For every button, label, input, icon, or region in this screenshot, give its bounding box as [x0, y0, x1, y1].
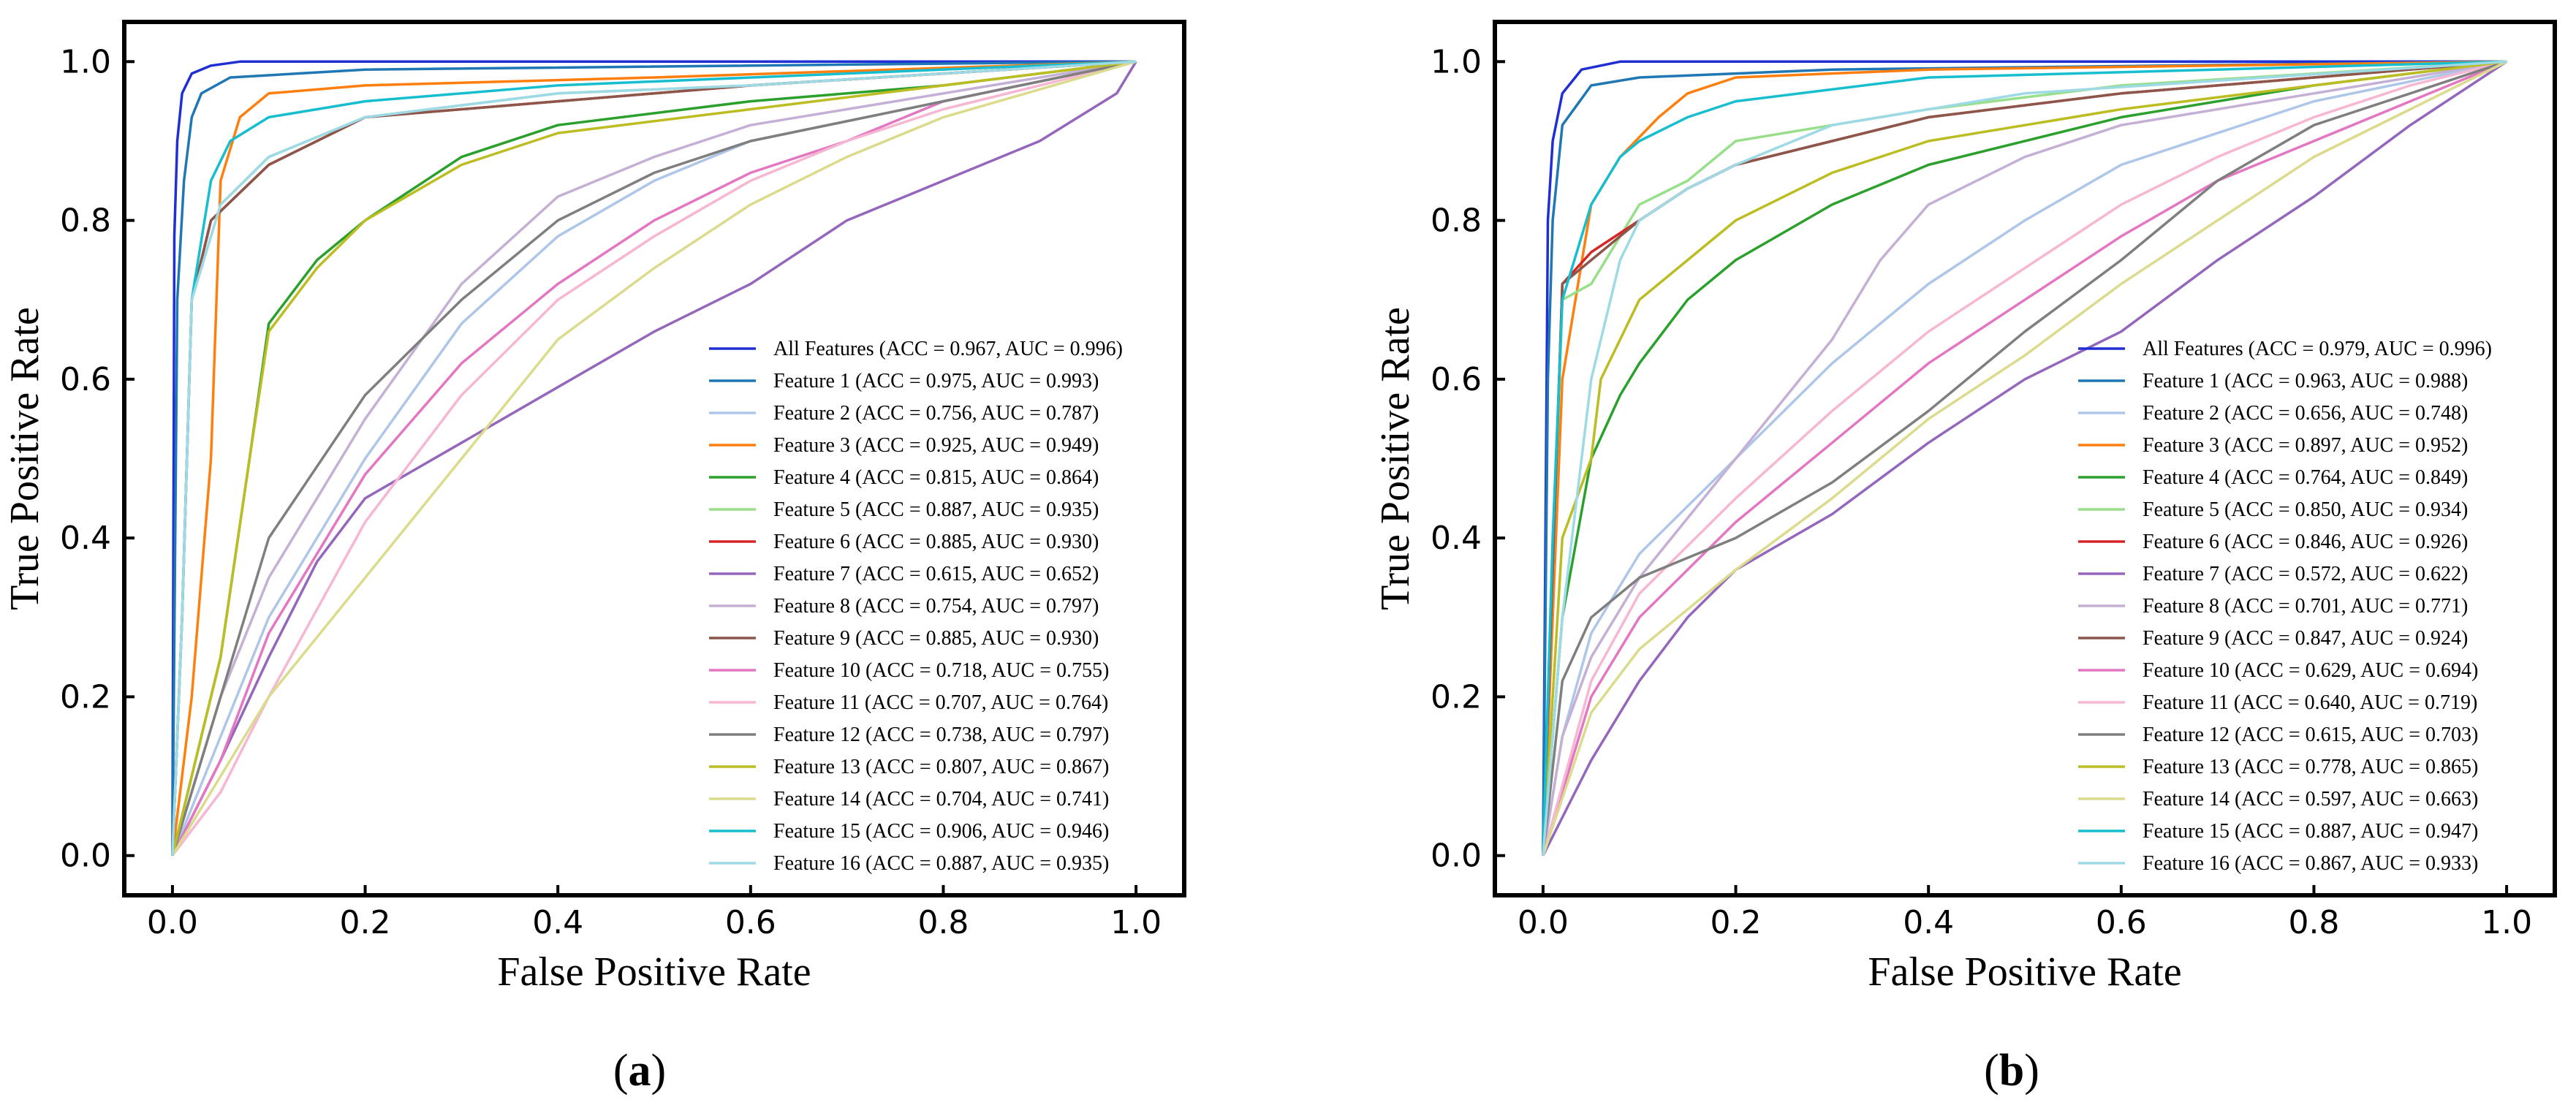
- legend-entry: Feature 5 (ACC = 0.850, AUC = 0.934): [2143, 498, 2468, 521]
- legend-entry: Feature 4 (ACC = 0.764, AUC = 0.849): [2143, 466, 2468, 489]
- legend-entry: Feature 1 (ACC = 0.963, AUC = 0.988): [2143, 370, 2468, 392]
- legend-entry: Feature 1 (ACC = 0.975, AUC = 0.993): [773, 370, 1099, 392]
- x-tick-label: 1.0: [2481, 904, 2532, 941]
- x-tick-label: 0.4: [532, 904, 583, 941]
- x-tick-label: 0.6: [725, 904, 776, 941]
- legend-entry: Feature 12 (ACC = 0.615, AUC = 0.703): [2143, 724, 2478, 746]
- legend-entry: Feature 2 (ACC = 0.656, AUC = 0.748): [2143, 402, 2468, 425]
- roc-line-feature-7: [1542, 60, 2508, 857]
- legend-entry: Feature 12 (ACC = 0.738, AUC = 0.797): [773, 724, 1109, 746]
- roc-line-feature-12: [1542, 60, 2507, 856]
- y-tick-label: 0.2: [1431, 678, 1482, 715]
- legend-entry: Feature 11 (ACC = 0.640, AUC = 0.719): [2143, 691, 2477, 714]
- legend-entry: Feature 10 (ACC = 0.629, AUC = 0.694): [2143, 659, 2478, 682]
- legend-entry: Feature 11 (ACC = 0.707, AUC = 0.764): [773, 691, 1108, 714]
- y-tick-label: 1.0: [60, 43, 111, 80]
- panel-label: (a): [613, 1046, 666, 1096]
- legend-entry: Feature 6 (ACC = 0.846, AUC = 0.926): [2143, 531, 2468, 553]
- roc-line-feature-3: [171, 60, 1137, 856]
- roc-line-feature-14: [171, 60, 1137, 857]
- y-tick-label: 0.6: [60, 361, 111, 398]
- legend-entry: Feature 8 (ACC = 0.701, AUC = 0.771): [2143, 595, 2468, 618]
- legend-entry: All Features (ACC = 0.979, AUC = 0.996): [2143, 338, 2492, 360]
- legend-entry: Feature 9 (ACC = 0.885, AUC = 0.930): [773, 627, 1099, 650]
- legend-entry: Feature 16 (ACC = 0.867, AUC = 0.933): [2143, 852, 2478, 875]
- legend-entry: Feature 8 (ACC = 0.754, AUC = 0.797): [773, 595, 1099, 618]
- y-axis-title: True Positive Rate: [2, 307, 48, 610]
- x-axis-title: False Positive Rate: [1868, 949, 2181, 995]
- roc-panel-a: 0.0 0.2 0.4 0.6 0.8 1.0 0.0 0.2 0.4 0.6 0.8 1.0 Fals…: [2, 20, 1186, 1096]
- legend-entry: Feature 16 (ACC = 0.887, AUC = 0.935): [773, 852, 1109, 875]
- roc-panel-b: 0.0 0.2 0.4 0.6 0.8 1.0 0.0 0.2 0.4 0.6 0.8 1.0 Fals…: [1373, 20, 2557, 1096]
- legend: All Features (ACC = 0.967, AUC = 0.996) F…: [709, 338, 1123, 875]
- series-lines: [1542, 60, 2508, 857]
- roc-line-feature-14: [1542, 60, 2507, 857]
- roc-line-feature-10: [1542, 60, 2507, 857]
- roc-line-feature-4: [1542, 60, 2507, 856]
- roc-line-feature-15: [1542, 60, 2507, 856]
- roc-line-feature-7: [171, 61, 1137, 857]
- roc-line-feature-16: [171, 60, 1137, 856]
- x-tick-label: 0.4: [1903, 904, 1954, 941]
- legend-entry: Feature 13 (ACC = 0.807, AUC = 0.867): [773, 756, 1109, 778]
- roc-line-all-features: [1542, 60, 2507, 856]
- y-tick-label: 1.0: [1431, 43, 1482, 80]
- legend-entry: Feature 7 (ACC = 0.572, AUC = 0.622): [2143, 563, 2468, 585]
- roc-line-feature-2: [1542, 60, 2507, 856]
- legend-entry: Feature 15 (ACC = 0.887, AUC = 0.947): [2143, 820, 2478, 843]
- x-tick-label: 0.2: [1711, 904, 1762, 941]
- plot-frame: [122, 20, 1186, 897]
- plot-frame: [1493, 20, 2557, 897]
- legend-entry: Feature 2 (ACC = 0.756, AUC = 0.787): [773, 402, 1099, 425]
- roc-line-feature-12: [171, 60, 1137, 857]
- roc-line-feature-8: [1542, 60, 2507, 856]
- y-axis-title: True Positive Rate: [1373, 307, 1418, 610]
- legend-entry: Feature 10 (ACC = 0.718, AUC = 0.755): [773, 659, 1109, 682]
- roc-line-feature-16: [1542, 60, 2507, 856]
- roc-line-feature-5: [1542, 60, 2507, 856]
- legend-entry: Feature 5 (ACC = 0.887, AUC = 0.935): [773, 498, 1099, 521]
- x-tick-label: 0.2: [340, 904, 391, 941]
- legend-entry: Feature 13 (ACC = 0.778, AUC = 0.865): [2143, 756, 2478, 778]
- legend-entry: All Features (ACC = 0.967, AUC = 0.996): [773, 338, 1123, 360]
- legend-entry: Feature 14 (ACC = 0.597, AUC = 0.663): [2143, 788, 2478, 811]
- legend-entry: Feature 14 (ACC = 0.704, AUC = 0.741): [773, 788, 1109, 811]
- roc-line-feature-13: [1542, 60, 2507, 856]
- roc-line-feature-3: [1542, 60, 2507, 856]
- roc-line-feature-11: [171, 60, 1137, 857]
- series-lines: [171, 60, 1137, 857]
- panel-label: (b): [1984, 1046, 2039, 1096]
- roc-line-feature-10: [171, 60, 1137, 857]
- x-tick-label: 0.8: [2288, 904, 2339, 941]
- y-tick-label: 0.2: [60, 678, 111, 715]
- x-tick-label: 1.0: [1110, 904, 1162, 941]
- y-tick-label: 0.0: [60, 838, 111, 875]
- x-axis-title: False Positive Rate: [497, 949, 811, 995]
- legend-entry: Feature 4 (ACC = 0.815, AUC = 0.864): [773, 466, 1099, 489]
- y-tick-label: 0.4: [60, 520, 111, 557]
- roc-line-feature-13: [171, 60, 1137, 857]
- roc-line-all-features: [171, 60, 1137, 856]
- legend-entry: Feature 15 (ACC = 0.906, AUC = 0.946): [773, 820, 1109, 843]
- legend-entry: Feature 3 (ACC = 0.897, AUC = 0.952): [2143, 434, 2468, 457]
- x-tick-label: 0.8: [917, 904, 969, 941]
- roc-line-feature-8: [171, 60, 1137, 857]
- roc-line-feature-1: [1542, 60, 2507, 856]
- legend-entry: Feature 7 (ACC = 0.615, AUC = 0.652): [773, 563, 1099, 585]
- legend-entry: Feature 9 (ACC = 0.847, AUC = 0.924): [2143, 627, 2468, 650]
- y-tick-label: 0.6: [1431, 361, 1482, 398]
- roc-line-feature-11: [1542, 60, 2507, 857]
- roc-line-feature-1: [171, 60, 1137, 856]
- x-tick-label: 0.6: [2096, 904, 2147, 941]
- y-tick-label: 0.8: [1431, 202, 1482, 240]
- legend-entry: Feature 6 (ACC = 0.885, AUC = 0.930): [773, 531, 1099, 553]
- y-tick-label: 0.0: [1431, 838, 1482, 875]
- y-tick-label: 0.4: [1431, 520, 1482, 557]
- legend-entry: Feature 3 (ACC = 0.925, AUC = 0.949): [773, 434, 1099, 457]
- x-tick-label: 0.0: [147, 904, 198, 941]
- legend: All Features (ACC = 0.979, AUC = 0.996) F…: [2078, 338, 2492, 875]
- y-tick-label: 0.8: [60, 202, 111, 240]
- x-tick-label: 0.0: [1518, 904, 1569, 941]
